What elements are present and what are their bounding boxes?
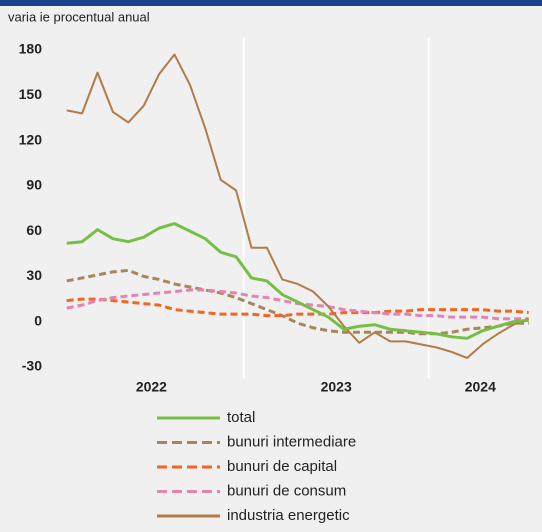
y-tick-label: 60 [26,222,42,238]
y-tick-label: -30 [22,358,42,374]
x-group-label: 2023 [321,379,352,395]
y-tick-label: 120 [19,131,43,147]
x-group-label: 2024 [465,379,496,395]
legend-label: bunuri intermediare [227,433,356,450]
legend-label: total [227,409,255,426]
legend-label: industria energetic [227,507,350,524]
series-line [66,297,529,318]
chart-subtitle: varia ie procentual anual [8,9,150,24]
y-tick-label: 150 [19,86,43,102]
y-tick-label: 30 [26,267,42,283]
series-line [66,53,530,359]
y-tick-label: 0 [34,312,42,328]
legend-label: bunuri de capital [227,458,337,475]
y-tick-label: 180 [19,41,43,57]
legend-label: bunuri de consum [227,482,346,499]
x-group-label: 2022 [136,379,167,395]
title-band [0,0,542,6]
series-line [66,268,529,336]
series-line [66,222,529,340]
y-tick-label: 90 [26,177,42,193]
